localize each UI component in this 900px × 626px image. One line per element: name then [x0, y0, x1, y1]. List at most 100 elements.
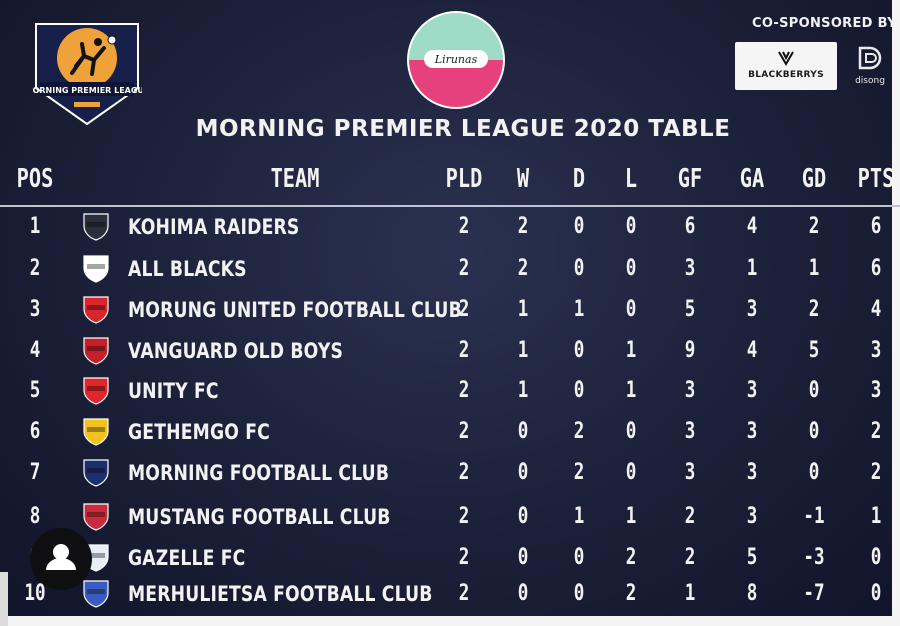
l-cell: 2 — [625, 581, 637, 606]
gd-cell: 2 — [808, 214, 820, 239]
col-w-header: W — [516, 164, 530, 194]
gf-cell: 3 — [684, 460, 696, 485]
w-cell: 0 — [517, 545, 529, 570]
pts-cell: 0 — [870, 545, 882, 570]
pts-cell: 3 — [870, 378, 882, 403]
team-crest-icon — [83, 213, 109, 241]
lirunas-logo: Lirunas — [406, 10, 506, 110]
gf-cell: 2 — [684, 504, 696, 529]
user-avatar-button[interactable] — [30, 528, 92, 590]
team-crest-icon — [83, 418, 109, 446]
disong-text: disong — [855, 76, 885, 86]
team-name: UNITY FC — [128, 379, 219, 403]
ga-cell: 5 — [746, 545, 758, 570]
pld-cell: 2 — [458, 338, 470, 363]
table-row: 6 2 0 2 0 3 3 0 2 GETHEMGO FC — [0, 412, 900, 452]
pts-cell: 6 — [870, 214, 882, 239]
table-title: MORNING PREMIER LEAGUE 2020 TABLE — [195, 116, 731, 142]
col-ga-header: GA — [739, 164, 765, 194]
team-crest-icon — [83, 337, 109, 365]
table-row: 1 2 2 0 0 6 4 2 6 KOHIMA RAIDERS — [0, 207, 900, 247]
pos-cell: 3 — [29, 297, 41, 322]
w-cell: 0 — [517, 504, 529, 529]
pld-cell: 2 — [458, 581, 470, 606]
team-name: MUSTANG FOOTBALL CLUB — [128, 505, 391, 529]
team-crest-icon — [83, 377, 109, 405]
d-cell: 2 — [573, 460, 585, 485]
ga-cell: 1 — [746, 256, 758, 281]
team-name: GAZELLE FC — [128, 546, 246, 570]
pld-cell: 2 — [458, 214, 470, 239]
table-row: 10 2 0 0 2 1 8 -7 0 MERHULIETSA FOOTBALL CLUB — [0, 574, 900, 614]
pos-cell: 5 — [29, 378, 41, 403]
table-row: 4 2 1 0 1 9 4 5 3 VANGUARD OLD BOYS — [0, 331, 900, 371]
table-row: 5 2 1 0 1 3 3 0 3 UNITY FC — [0, 371, 900, 411]
pld-cell: 2 — [458, 460, 470, 485]
w-cell: 1 — [517, 338, 529, 363]
team-name: MERHULIETSA FOOTBALL CLUB — [128, 582, 433, 606]
pos-cell: 10 — [24, 581, 46, 606]
gd-cell: -3 — [803, 545, 825, 570]
gd-cell: -1 — [803, 504, 825, 529]
team-name: MORUNG UNITED FOOTBALL CLUB — [128, 298, 462, 322]
pld-cell: 2 — [458, 545, 470, 570]
w-cell: 0 — [517, 419, 529, 444]
d-cell: 0 — [573, 378, 585, 403]
d-cell: 0 — [573, 338, 585, 363]
l-cell: 0 — [625, 297, 637, 322]
col-d-header: D — [572, 164, 586, 194]
gd-cell: 1 — [808, 256, 820, 281]
pld-cell: 2 — [458, 419, 470, 444]
team-crest-icon — [83, 255, 109, 283]
pos-cell: 6 — [29, 419, 41, 444]
disong-sponsor-logo: disong — [850, 44, 890, 90]
pts-cell: 6 — [870, 256, 882, 281]
screen-edge-bottom — [0, 616, 900, 626]
gd-cell: 0 — [808, 378, 820, 403]
gf-cell: 3 — [684, 256, 696, 281]
co-sponsor-label: CO-SPONSORED BY — [752, 16, 897, 31]
w-cell: 1 — [517, 297, 529, 322]
col-pos-header: POS — [16, 164, 54, 194]
l-cell: 1 — [625, 504, 637, 529]
pld-cell: 2 — [458, 297, 470, 322]
pts-cell: 3 — [870, 338, 882, 363]
gf-cell: 2 — [684, 545, 696, 570]
d-cell: 0 — [573, 214, 585, 239]
gd-cell: -7 — [803, 581, 825, 606]
pts-cell: 2 — [870, 419, 882, 444]
disong-mark-icon — [858, 46, 882, 70]
team-crest-icon — [83, 296, 109, 324]
col-gf-header: GF — [677, 164, 703, 194]
l-cell: 0 — [625, 460, 637, 485]
col-team-header: TEAM — [270, 164, 320, 194]
col-gd-header: GD — [801, 164, 827, 194]
w-cell: 0 — [517, 460, 529, 485]
d-cell: 2 — [573, 419, 585, 444]
gf-cell: 5 — [684, 297, 696, 322]
col-pld-header: PLD — [445, 164, 483, 194]
pos-cell: 8 — [29, 504, 41, 529]
screen-edge-right — [892, 0, 900, 626]
team-name: MORNING FOOTBALL CLUB — [128, 461, 390, 485]
pld-cell: 2 — [458, 504, 470, 529]
gd-cell: 2 — [808, 297, 820, 322]
lirunas-logo-text: Lirunas — [434, 53, 478, 66]
blackberrys-text: BLACKBERRYS — [748, 70, 824, 80]
w-cell: 0 — [517, 581, 529, 606]
pos-cell: 2 — [29, 256, 41, 281]
l-cell: 0 — [625, 214, 637, 239]
l-cell: 2 — [625, 545, 637, 570]
league-logo: MORNING PREMIER LEAGUE — [25, 18, 149, 128]
header-divider — [0, 205, 900, 207]
col-l-header: L — [624, 164, 638, 194]
ga-cell: 8 — [746, 581, 758, 606]
w-cell: 1 — [517, 378, 529, 403]
d-cell: 0 — [573, 256, 585, 281]
pts-cell: 0 — [870, 581, 882, 606]
team-name: ALL BLACKS — [128, 257, 247, 281]
gf-cell: 3 — [684, 378, 696, 403]
pld-cell: 2 — [458, 256, 470, 281]
ga-cell: 3 — [746, 378, 758, 403]
